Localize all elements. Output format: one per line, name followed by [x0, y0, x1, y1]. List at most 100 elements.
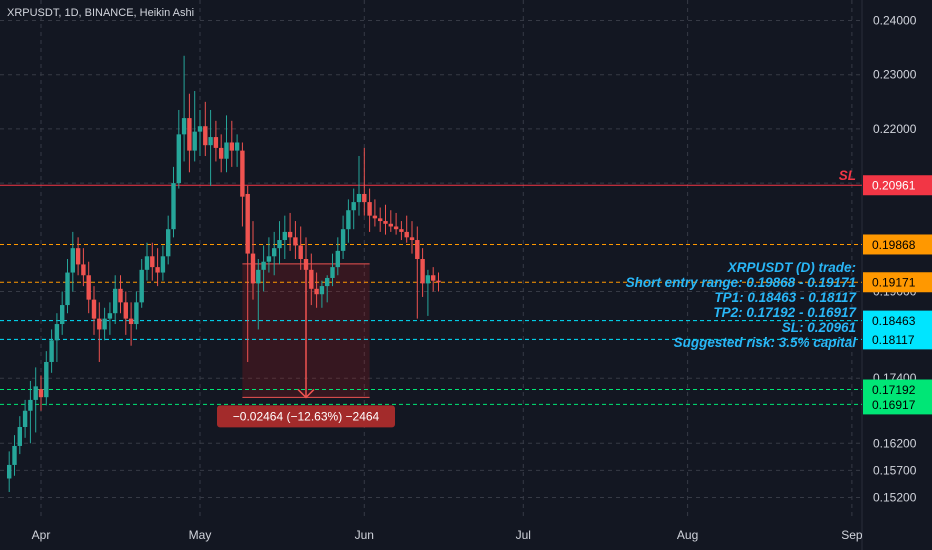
- candle-body: [144, 256, 150, 270]
- candle-body: [266, 256, 272, 262]
- candle-body: [372, 215, 378, 219]
- price-badge-label-entry-low: 0.19171: [872, 276, 916, 290]
- candle-body: [60, 305, 65, 325]
- annotation-line: SL: 0.20961: [782, 320, 856, 335]
- candle-body: [362, 193, 367, 203]
- candle-body: [234, 142, 240, 151]
- candle-body: [277, 240, 282, 249]
- annotation-line: XRPUSDT (D) trade:: [727, 260, 856, 275]
- candle-body: [282, 231, 287, 241]
- candle-body: [208, 137, 213, 146]
- candle-body: [314, 288, 319, 295]
- candle-body: [70, 248, 75, 273]
- candle-body: [17, 427, 22, 446]
- candle-body: [123, 302, 128, 319]
- candle-body: [367, 202, 372, 216]
- candle-body: [91, 299, 97, 319]
- candle-body: [224, 142, 229, 159]
- annotation-line: TP1: 0.18463 - 0.18117: [714, 290, 857, 305]
- candle-body: [436, 280, 441, 283]
- measure-label: −0.02464 (−12.63%) −2464: [233, 409, 380, 423]
- price-badge-tp1-high: [863, 310, 932, 331]
- candle-body: [356, 193, 362, 203]
- grid: [0, 0, 863, 550]
- candle-body: [65, 272, 70, 306]
- candle-body: [38, 389, 44, 398]
- candle-body: [7, 464, 12, 479]
- candles: [7, 55, 441, 493]
- candle-body: [415, 240, 420, 259]
- candle-body: [54, 324, 60, 341]
- x-tick-label: Aug: [677, 528, 698, 542]
- candle-body: [298, 245, 303, 259]
- chart-title: XRPUSDT, 1D, BINANCE, Heikin Ashi: [7, 7, 194, 19]
- price-badge-label-entry-high: 0.19868: [872, 238, 916, 252]
- candle-body: [256, 269, 261, 284]
- candle-body: [81, 264, 86, 276]
- x-tick-label: Sep: [841, 528, 863, 542]
- candle-body: [240, 150, 245, 197]
- candle-body: [28, 399, 33, 411]
- candle-body: [22, 410, 28, 427]
- candle-body: [325, 277, 330, 287]
- price-badge-tp2-low: [863, 394, 932, 415]
- y-tick-label: 0.22000: [873, 122, 917, 136]
- candle-body: [409, 237, 415, 241]
- candle-body: [192, 131, 197, 151]
- candle-body: [203, 126, 208, 146]
- x-axis[interactable]: Apr May Jun Jul Aug Sep: [32, 528, 863, 542]
- candle-body: [330, 267, 335, 278]
- y-tick-label: 0.24000: [873, 14, 917, 28]
- candle-body: [171, 183, 176, 230]
- candle-body: [303, 259, 309, 270]
- candle-body: [128, 318, 134, 325]
- measure-arrow-head-icon: [297, 388, 315, 399]
- candle-body: [181, 118, 187, 135]
- candle-body: [351, 202, 356, 211]
- candle-body: [293, 237, 298, 246]
- price-badge-label-tp1-low: 0.18117: [872, 333, 915, 347]
- candle-body: [393, 226, 399, 230]
- y-axis[interactable]: 0.240000.230000.220000.210000.190000.174…: [839, 14, 932, 505]
- candle-body: [166, 229, 171, 257]
- candle-body: [388, 223, 393, 227]
- candle-body: [134, 302, 139, 325]
- candle-body: [245, 193, 250, 254]
- candle-body: [335, 250, 340, 268]
- x-tick-label: Jul: [516, 528, 531, 542]
- candle-body: [229, 142, 234, 151]
- candle-body: [75, 248, 81, 265]
- candle-body: [340, 229, 346, 251]
- price-badge-label-SL: 0.20961: [872, 179, 916, 193]
- candle-body: [319, 286, 325, 295]
- candle-body: [33, 386, 38, 400]
- candle-body: [309, 269, 314, 289]
- annotation-line: Short entry range: 0.19868 - 0.19171: [626, 275, 856, 290]
- y-tick-label: 0.23000: [873, 68, 917, 82]
- candle-body: [150, 256, 155, 268]
- candle-body: [383, 221, 388, 224]
- candle-body: [404, 231, 409, 238]
- candle-body: [176, 134, 181, 184]
- x-tick-label: May: [189, 528, 212, 542]
- candle-body: [250, 253, 256, 284]
- candle-body: [113, 288, 118, 314]
- candle-body: [86, 275, 91, 300]
- candle-body: [12, 445, 17, 465]
- price-badge-entry-high: [863, 234, 932, 255]
- candle-body: [102, 318, 107, 330]
- annotation-line: Suggested risk: 3.5% capital: [674, 335, 857, 350]
- price-badge-SL: [863, 175, 932, 196]
- x-tick-label: Apr: [32, 528, 51, 542]
- candle-body: [420, 259, 425, 284]
- candle-body: [378, 218, 383, 222]
- y-tick-label: 0.16200: [873, 436, 917, 450]
- candle-body: [346, 210, 351, 230]
- candle-body: [139, 269, 144, 303]
- candle-body: [213, 137, 219, 148]
- x-tick-label: Jun: [355, 528, 374, 542]
- candle-body: [160, 256, 166, 273]
